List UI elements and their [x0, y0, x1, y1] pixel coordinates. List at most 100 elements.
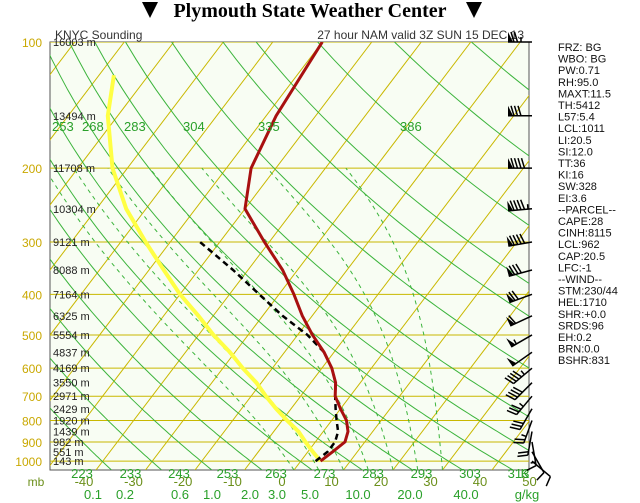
wind-barb-feather — [510, 389, 521, 396]
wind-barb-staff — [514, 382, 533, 401]
wind-barb-feather — [508, 235, 515, 246]
index-item: RH:95.0 — [558, 77, 598, 89]
moist-adiabat — [149, 167, 369, 470]
pressure-tick-label: 400 — [22, 288, 42, 302]
wind-barb-feather — [517, 450, 529, 454]
height-label: 16003 m — [53, 37, 96, 49]
wind-barb-flag — [508, 105, 513, 116]
wind-barb — [504, 367, 533, 385]
temperature-tick-label: 50 — [522, 474, 536, 489]
wind-barb-feather — [513, 105, 519, 117]
theta-label: 303 — [459, 466, 481, 481]
theta-label: 253 — [217, 466, 239, 481]
wind-barb-feather — [510, 31, 515, 43]
wind-barb-feather — [508, 265, 516, 276]
mixing-ratio-label: 5.0 — [301, 487, 319, 502]
wind-barb-flag — [507, 200, 514, 211]
wind-barb-feather — [508, 315, 517, 324]
wind-barb-half-feather — [513, 339, 518, 345]
index-item: SW:328 — [558, 181, 597, 193]
index-item: MAXT:11.5 — [558, 88, 611, 100]
isotherm-line — [145, 42, 472, 470]
height-label: 8088 m — [53, 265, 90, 277]
wind-barb-flag — [506, 266, 514, 277]
wind-barb-feather — [507, 374, 517, 382]
theta-label: 263 — [265, 466, 287, 481]
wind-barb — [517, 431, 533, 458]
height-label: 4169 m — [53, 363, 90, 375]
temperature-line — [243, 42, 350, 463]
isotherm-line — [50, 42, 175, 206]
index-item: KI:16 — [558, 170, 584, 182]
wind-barb-feather — [545, 476, 552, 487]
height-label: 2971 m — [53, 391, 90, 403]
pressure-tick-label: 300 — [22, 236, 42, 250]
wind-barb-flag — [506, 293, 515, 303]
mixing-ratio-label: 1.0 — [203, 487, 221, 502]
dry-adiabat — [50, 357, 163, 470]
index-item: EH:0.2 — [558, 332, 592, 344]
pressure-tick-label: 1000 — [15, 455, 42, 469]
dry-adiabat-label: 268 — [82, 119, 104, 134]
wind-barb-half-feather — [521, 434, 527, 438]
moist-adiabat — [107, 167, 344, 470]
isotherm-line — [50, 42, 373, 467]
isotherm-line — [0, 42, 25, 470]
pressure-tick-label: 500 — [22, 329, 42, 343]
pressure-tick-label: 100 — [22, 36, 42, 50]
wind-barb-feather — [511, 423, 522, 428]
isotherm-line — [50, 42, 125, 141]
pressure-unit-label: mb — [28, 475, 45, 489]
dry-adiabat-label: 304 — [183, 119, 205, 134]
plot-area — [49, 41, 530, 471]
wind-barb — [508, 157, 532, 169]
wind-barb-feather — [515, 234, 522, 245]
index-item: EI:3.6 — [558, 193, 587, 205]
index-item: STM:230/44 — [558, 286, 618, 298]
dry-adiabat — [255, 42, 529, 285]
wind-barb-feather — [506, 409, 517, 416]
wind-barb-staff — [509, 315, 533, 327]
height-label: 143 m — [53, 456, 84, 468]
wind-barb-feather — [536, 472, 545, 481]
dry-adiabat — [50, 208, 313, 470]
index-item: FRZ: BG — [558, 42, 601, 54]
isotherm-line — [343, 225, 529, 470]
wind-barb-staff — [531, 460, 551, 478]
mixing-ratio-label: 3.0 — [268, 487, 286, 502]
wind-barb — [506, 351, 533, 367]
wind-barb-feather — [507, 391, 518, 398]
height-label: 2429 m — [53, 404, 90, 416]
wind-barb-flag — [506, 236, 514, 247]
wind-barb — [531, 460, 552, 487]
temperature-tick-label: -20 — [174, 474, 193, 489]
isotherm-line — [244, 94, 529, 470]
isotherm-line — [50, 42, 323, 402]
wind-barb — [506, 315, 533, 327]
wind-barb-feather — [509, 372, 520, 380]
wind-barb-feather — [512, 234, 519, 245]
wind-barb — [506, 290, 533, 304]
index-item: WBO: BG — [558, 54, 606, 66]
wind-barb-feather — [508, 407, 520, 413]
index-item: --PARCEL-- — [558, 204, 616, 216]
temperature-tick-label: -40 — [75, 474, 94, 489]
index-item: CAPE:28 — [558, 216, 603, 228]
header: Plymouth State Weather Center — [142, 0, 482, 22]
dry-adiabat — [171, 42, 529, 369]
wind-barb — [506, 395, 533, 416]
temperature-tick-label: -30 — [124, 474, 143, 489]
index-item: L57:5.4 — [558, 112, 595, 124]
mixing-ratio-label: 40.0 — [453, 487, 478, 502]
height-label: 7164 m — [53, 289, 90, 301]
pressure-tick-label: 700 — [22, 390, 42, 404]
wind-barb-flag — [508, 32, 513, 42]
wind-barb-feather — [512, 386, 523, 393]
theta-unit-label: K — [521, 466, 530, 481]
dewpoint-line — [199, 241, 340, 463]
height-label: 982 m — [53, 437, 84, 449]
mixing-ratio-unit-label: g/kg — [515, 487, 540, 502]
